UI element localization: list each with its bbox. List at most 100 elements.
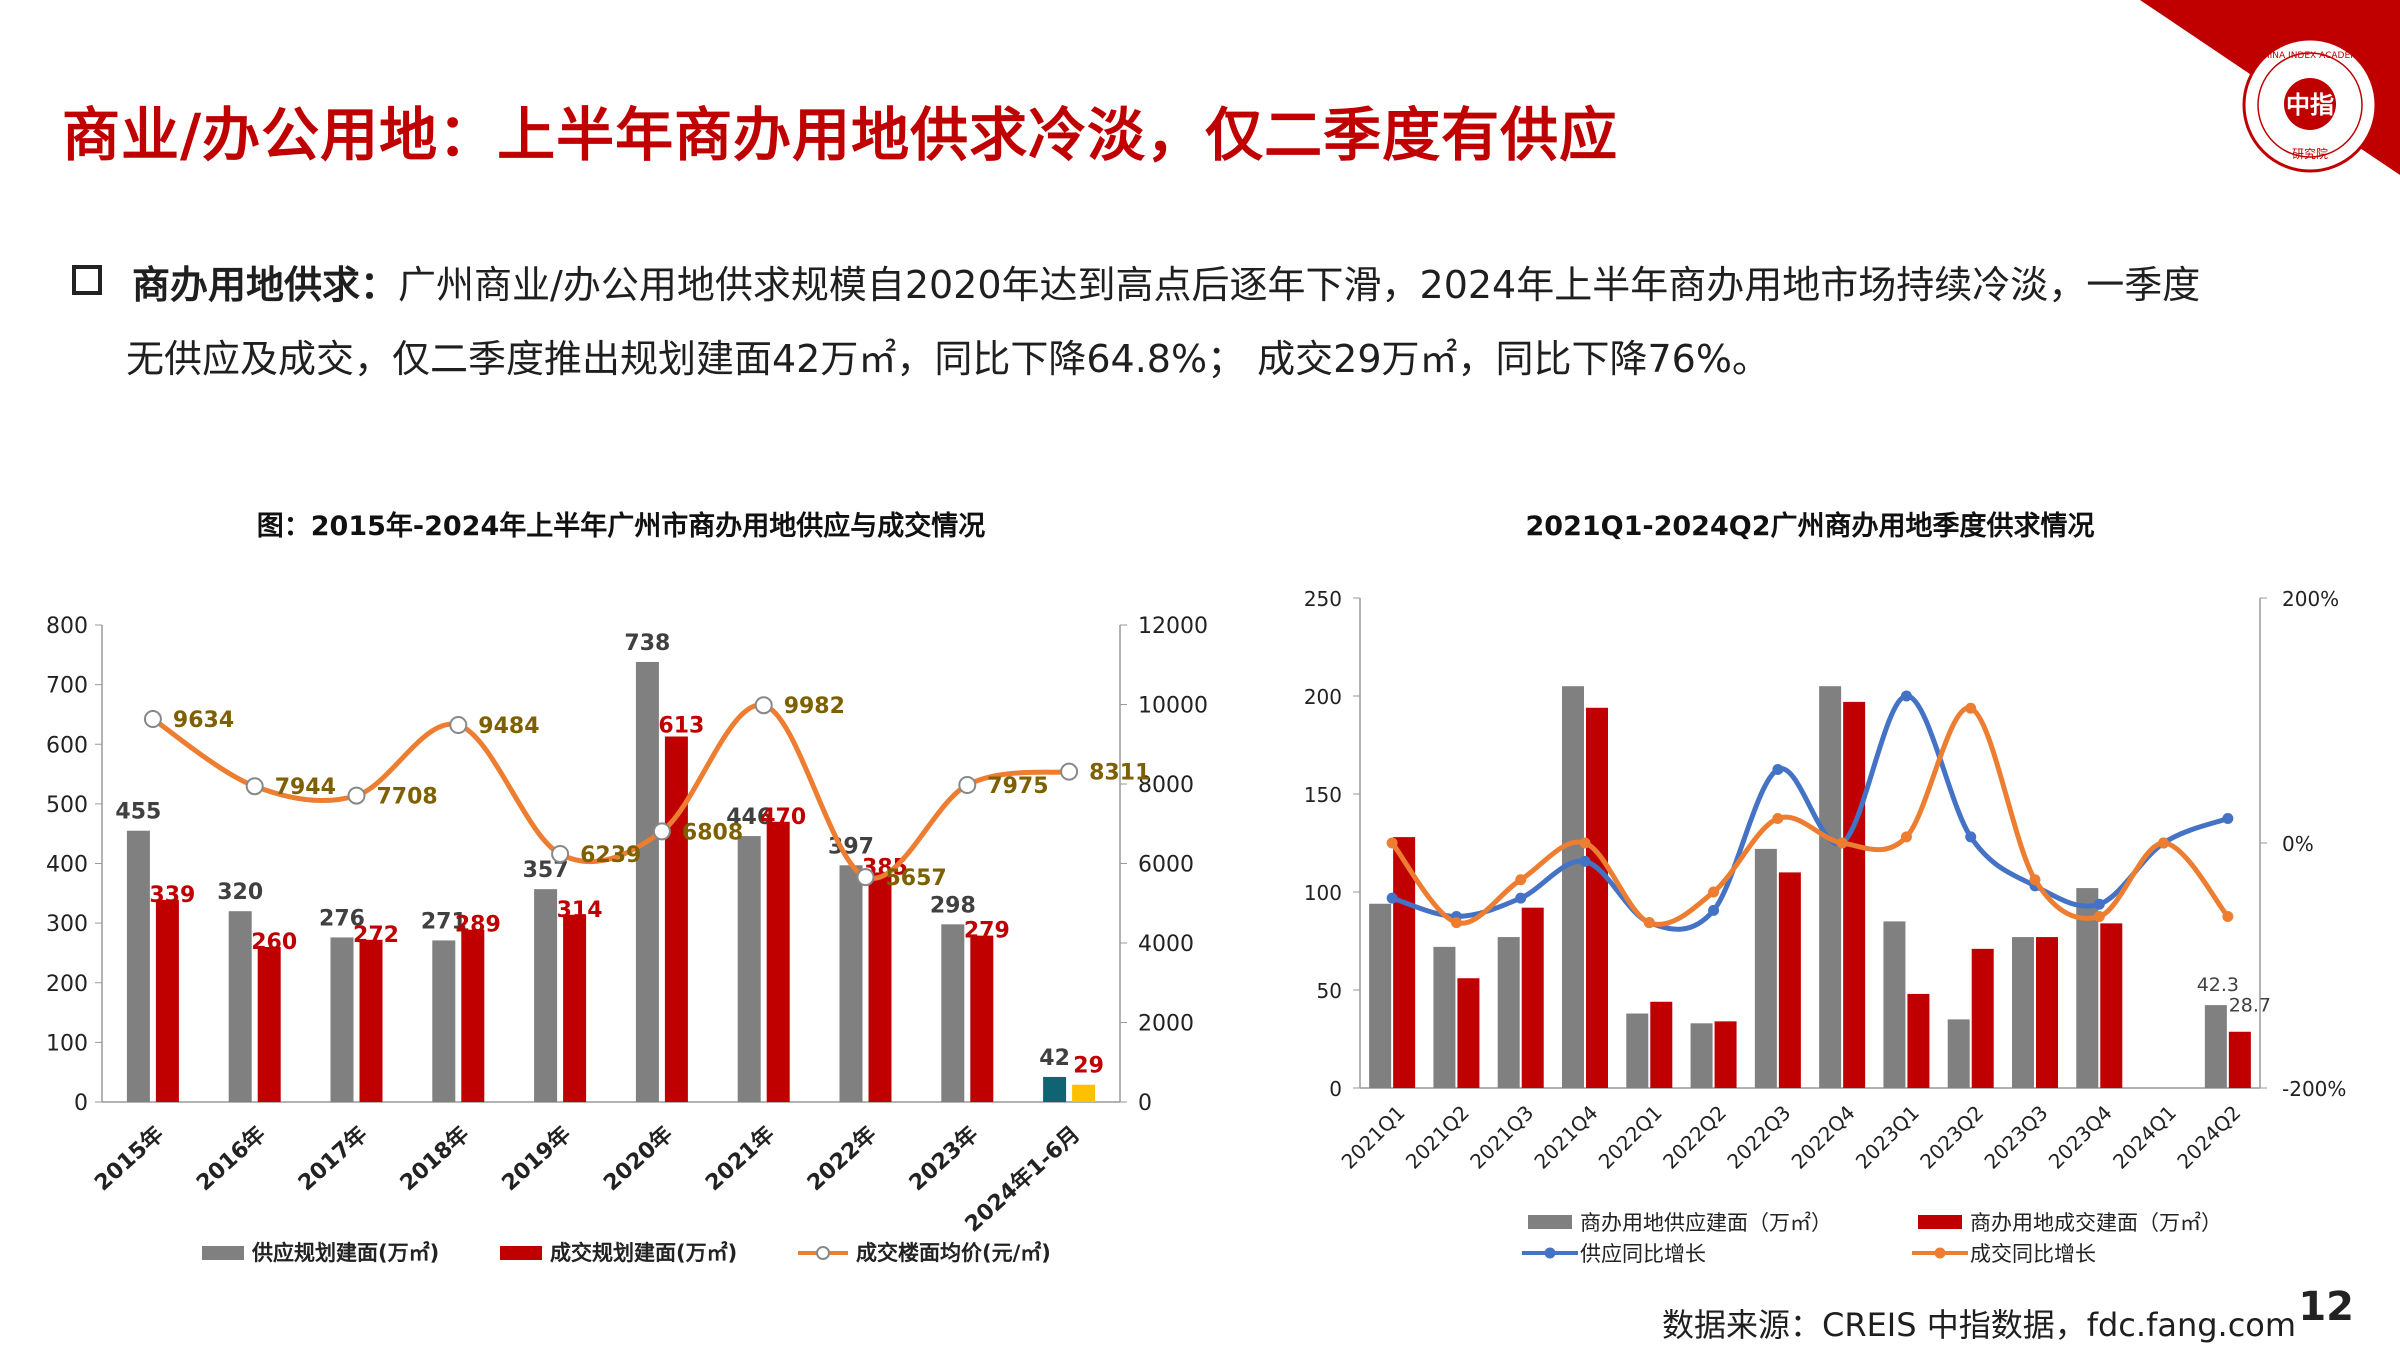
x-tick-label: 2021Q4 [1529,1101,1602,1174]
bullet-text-1: 广州商业/办公用地供求规模自2020年达到高点后逐年下滑，2024年上半年商办用… [398,263,2201,307]
supply-yoy-line-marker [1900,690,1912,702]
y-tick-label: 100 [1304,881,1342,905]
x-tick-label: 2022Q4 [1787,1101,1860,1174]
legend-supply-label: 商办用地供应建面（万㎡） [1580,1211,1832,1235]
page-number: 12 [2298,1284,2354,1330]
bullet-line-1: 商办用地供求：广州商业/办公用地供求规模自2020年达到高点后逐年下滑，2024… [72,248,2332,322]
deal-bar [1843,701,1866,1088]
supply-bar [330,937,354,1102]
price-label: 8311 [1089,761,1150,786]
deal-yoy-line-marker [1579,837,1591,849]
x-tick-label: 2019年 [497,1121,576,1196]
supply-label: 276 [319,906,365,931]
deal-bar [359,939,383,1102]
legend-supply-label: 供应规划建面(万㎡) [251,1241,439,1265]
y-tick-label: 600 [46,733,88,758]
x-tick-label: 2022Q3 [1722,1101,1795,1174]
price-marker [449,716,468,735]
supply-bar [1690,1023,1713,1088]
supply-bar [228,911,252,1102]
supply-label: 271 [421,909,467,934]
deal-label: 470 [760,805,806,830]
deal-label: 289 [455,913,501,938]
x-tick-label: 2021年 [700,1121,779,1196]
y-tick-label: 100 [46,1031,88,1056]
deal-yoy-line-marker [1900,831,1912,843]
logo-text: 中指 [2286,91,2334,119]
deal-label: 613 [658,713,704,738]
deal-bar [1586,707,1608,1088]
legend-price-marker [816,1246,830,1260]
deal-yoy-line-marker [1772,813,1784,824]
price-label: 6808 [682,820,743,845]
deal-yoy-line-marker [1708,886,1720,898]
supply-bar [1947,1019,1970,1088]
supply-bar [1883,921,1906,1088]
supply-bar [1562,686,1584,1088]
legend-supply-swatch [1528,1215,1572,1229]
price-marker [652,822,671,841]
supply-data-label: 42.3 [2197,974,2239,996]
price-marker [754,696,773,715]
supply-bar [1754,848,1777,1088]
deal-bar [868,872,892,1102]
x-tick-label: 2021Q3 [1465,1101,1538,1174]
x-tick-label: 2021Q1 [1337,1101,1410,1174]
deal-label: 339 [149,883,195,908]
supply-yoy-line-marker [1772,764,1784,775]
supply-bar [2012,937,2034,1088]
deal-data-label: 28.7 [2229,995,2271,1017]
price-marker [1060,762,1079,781]
price-marker [143,710,162,729]
y-tick-label: 300 [46,912,88,937]
bullet-paragraph: 商办用地供求：广州商业/办公用地供求规模自2020年达到高点后逐年下滑，2024… [72,248,2332,396]
deal-bar [1778,872,1801,1088]
legend-deal-label: 成交规划建面(万㎡) [550,1241,737,1265]
y-tick-label: 400 [46,853,88,878]
y2-tick-label: 10000 [1138,694,1208,719]
deal-bar [1650,1001,1673,1088]
price-label: 7708 [377,785,438,810]
supply-yoy-line-marker [1708,904,1720,916]
y-tick-label: 50 [1317,979,1342,1003]
price-label: 9484 [478,714,539,739]
price-marker [245,777,264,796]
price-label: 7944 [275,775,336,800]
x-tick-label: 2016年 [191,1121,270,1196]
legend-deal-yoy-label: 成交同比增长 [1970,1242,2096,1266]
bullet-line-2: 无供应及成交，仅二季度推出规划建面42万㎡，同比下降64.8%； 成交29万㎡，… [126,337,1770,381]
deal-yoy-line-marker [1836,837,1848,849]
supply-label: 298 [930,893,976,918]
y-tick-label: 200 [1304,685,1342,709]
deal-yoy-line-marker [2158,837,2170,849]
price-marker [856,868,875,887]
deal-yoy-line-marker [2093,911,2105,922]
y-tick-label: 700 [46,674,88,699]
brand-corner: 中指 CHINA INDEX ACADEMY 研究院 [2140,0,2400,175]
data-source: 数据来源：CREIS 中指数据，fdc.fang.com [1662,1306,2297,1344]
logo-sub: 研究院 [2292,146,2328,161]
price-label: 7975 [987,774,1048,799]
supply-bar [2204,1005,2227,1088]
logo-core [2284,78,2336,130]
price-marker [347,786,366,805]
deal-bar [1521,907,1544,1088]
supply-bar [635,661,659,1102]
annual-supply-transaction-chart: 图：2015年-2024年上半年广州市商办用地供应与成交情况 0 100 200 300… [46,510,1208,1265]
legend-supply-yoy-marker [1544,1247,1556,1259]
supply-yoy-line-marker [1386,892,1398,904]
supply-label: 42 [1039,1046,1070,1071]
deal-label: 314 [557,898,603,923]
y2-tick-label: 2000 [1138,1012,1194,1037]
chart-title: 图：2015年-2024年上半年广州市商办用地供应与成交情况 [257,510,986,542]
bullet-square-icon [72,265,102,295]
supply-label: 446 [726,805,772,830]
deal-bar [2228,1031,2251,1088]
price-label: 9634 [173,708,234,733]
supply-yoy-line-marker [2222,813,2234,824]
legend-deal-swatch [500,1246,542,1260]
x-tick-label: 2021Q2 [1401,1101,1474,1174]
supply-yoy-line-marker [1579,855,1591,867]
y2-tick-label: 0% [2282,832,2314,856]
page-title: 商业/办公用地：上半年商办用地供求冷淡，仅二季度有供应 [62,101,1619,169]
